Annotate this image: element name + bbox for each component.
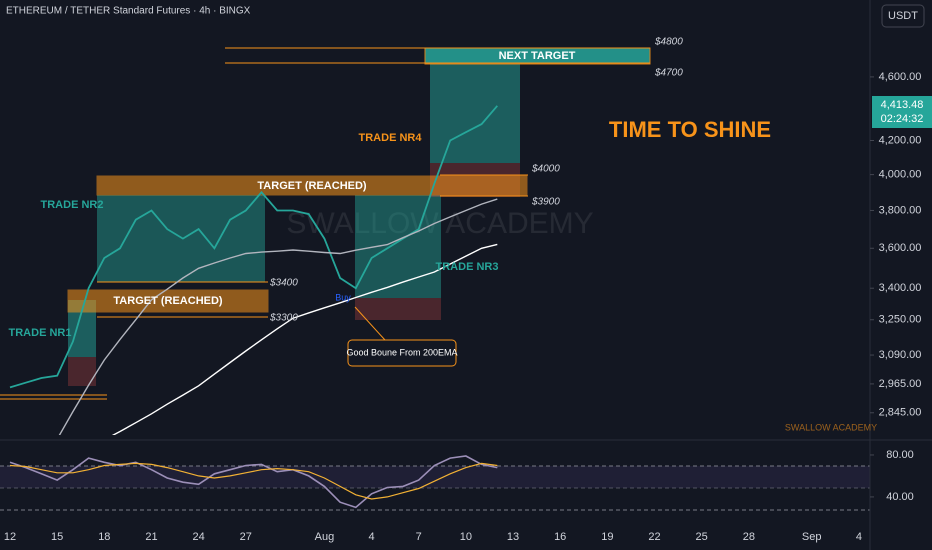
- y-tick-label: 3,400.00: [879, 282, 922, 294]
- target-label: NEXT TARGET: [499, 50, 576, 62]
- x-tick-label: 7: [416, 531, 422, 543]
- y-tick-label: 3,090.00: [879, 349, 922, 361]
- x-tick-label: 22: [648, 531, 660, 543]
- y-tick-label: 3,800.00: [879, 204, 922, 216]
- series-line: [9, 462, 498, 500]
- watermark: SWALLOW ACADEMY: [286, 207, 593, 240]
- currency-button[interactable]: [881, 4, 925, 28]
- trade-label: TRADE NR3: [436, 261, 499, 273]
- plot: 12 15 18 21 24 27 Aug 4 7 10 13 16 19 22 25 28 Sep 4 4,600…: [4, 71, 922, 543]
- callout-pointer: [354, 306, 386, 341]
- level-label: $3300: [269, 313, 298, 324]
- x-tick-label: 16: [554, 531, 566, 543]
- x-tick-label: 15: [51, 531, 63, 543]
- x-tick-label: 21: [145, 531, 157, 543]
- level-label: $4700: [654, 68, 683, 79]
- series-line: [9, 455, 498, 509]
- x-tick-label: 12: [4, 531, 16, 543]
- currency[interactable]: USDT: [888, 10, 918, 22]
- signature: SWALLOW ACADEMY: [785, 422, 877, 432]
- x-tick-label: 4: [856, 531, 862, 543]
- y-tick-label: 2,965.00: [879, 378, 922, 390]
- x-tick-label: 10: [460, 531, 472, 543]
- level-label: $4800: [654, 37, 683, 48]
- y-tick-label: 4,200.00: [879, 134, 922, 146]
- level-label: $4000: [531, 164, 560, 175]
- target-label: TARGET (REACHED): [113, 295, 223, 307]
- trade-label: TRADE NR4: [359, 132, 423, 144]
- y-tick-label: 40.00: [886, 491, 914, 503]
- x-tick-label: Sep: [802, 531, 822, 543]
- level-label: $3900: [531, 197, 560, 208]
- y-tick-label: 80.00: [886, 449, 914, 461]
- x-tick-label: Aug: [315, 531, 335, 543]
- y-tick-label: 2,845.00: [879, 407, 922, 419]
- x-tick-label: 27: [240, 531, 252, 543]
- series-line: [58, 198, 498, 435]
- chart-title: ETHEREUM / TETHER Standard Futures · 4h …: [6, 6, 251, 17]
- x-tick-label: 28: [743, 531, 755, 543]
- target-label: TARGET (REACHED): [257, 180, 367, 192]
- price-tag: [872, 96, 932, 128]
- y-tick-label: 4,000.00: [879, 169, 922, 181]
- series-line: [111, 243, 498, 435]
- rsi-panel: [0, 465, 870, 511]
- series-line: [9, 105, 498, 389]
- x-tick-label: 18: [98, 531, 110, 543]
- headline: TIME TO SHINE: [609, 117, 771, 142]
- y-tick-label: 3,600.00: [879, 242, 922, 254]
- x-tick-label: 13: [507, 531, 519, 543]
- countdown: 02:24:32: [881, 113, 924, 125]
- x-tick-label: 4: [368, 531, 374, 543]
- y-tick-label: 3,250.00: [879, 314, 922, 326]
- callout-box: [347, 339, 457, 367]
- level-label: $3400: [269, 278, 298, 289]
- trade-label: TRADE NR1: [9, 327, 72, 339]
- x-tick-label: 19: [601, 531, 613, 543]
- x-tick-label: 25: [696, 531, 708, 543]
- x-tick-label: 24: [193, 531, 205, 543]
- y-tick-label: 4,600.00: [879, 71, 922, 83]
- callout-text: Good Boune From 200EMA: [346, 347, 457, 357]
- buy-label: Buy: [335, 292, 351, 302]
- current-price: 4,413.48: [881, 99, 924, 111]
- trade-label: TRADE NR2: [41, 199, 104, 211]
